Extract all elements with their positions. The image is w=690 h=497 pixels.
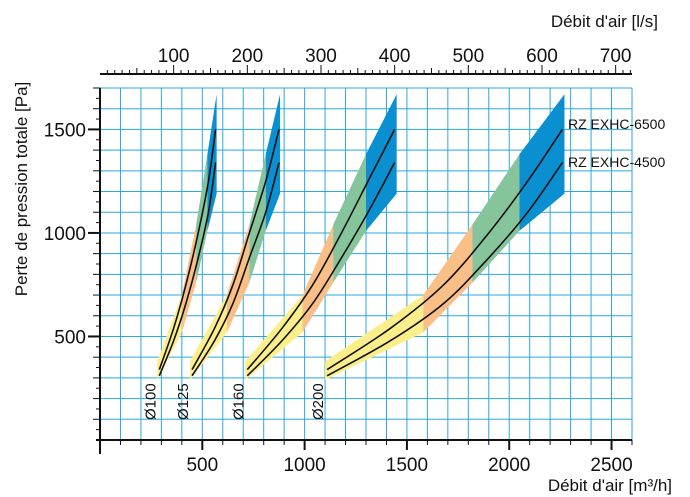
- velocity-bands: [157, 94, 565, 380]
- band-segment: [325, 295, 424, 380]
- curve-rz-exhc-6500: [191, 129, 280, 370]
- band-segment: [519, 94, 565, 231]
- x-top-tick-label: 100: [158, 46, 190, 67]
- diameter-label: Ø200: [310, 383, 327, 420]
- x-top-tick-label: 200: [231, 46, 263, 67]
- x-top-tick-label: 700: [600, 46, 632, 67]
- series-label-rz-exhc-4500: RZ EXHC-4500: [568, 154, 665, 170]
- diameter-label: Ø160: [230, 383, 247, 420]
- curve-rz-exhc-4500: [246, 162, 396, 377]
- curve-rz-exhc-4500: [158, 162, 217, 377]
- series-label-rz-exhc-6500: RZ EXHC-6500: [568, 116, 665, 132]
- x-top-tick-label: 400: [379, 46, 411, 67]
- x-bottom-tick-label: 1500: [386, 455, 428, 476]
- y-tick-label: 1000: [44, 224, 86, 245]
- x-axis-bottom-title: Débit d'air [m³/h]: [548, 476, 672, 495]
- x-top-tick-label: 300: [305, 46, 337, 67]
- curve-rz-exhc-6500: [158, 129, 217, 370]
- band-segment: [366, 94, 397, 231]
- band-segment: [249, 154, 266, 283]
- x-bottom-tick-label: 2500: [590, 455, 632, 476]
- pressure-curves: [158, 128, 564, 377]
- curve-rz-exhc-6500: [326, 128, 564, 371]
- curve-rz-exhc-4500: [191, 162, 280, 377]
- band-segment: [302, 224, 334, 333]
- diameter-label: Ø100: [142, 383, 159, 420]
- x-bottom-tick-label: 1000: [283, 455, 325, 476]
- curve-rz-exhc-6500: [246, 129, 396, 371]
- y-tick-label: 500: [54, 327, 86, 348]
- curve-rz-exhc-4500: [326, 162, 564, 377]
- x-bottom-tick-label: 2000: [488, 455, 530, 476]
- y-tick-label: 1500: [44, 120, 86, 141]
- chart-labels: Perte de pression totale [Pa] Débit d'ai…: [12, 12, 672, 495]
- diameter-label: Ø125: [175, 383, 192, 420]
- band-segment: [423, 224, 473, 333]
- band-segment: [265, 94, 281, 231]
- y-axis-title: Perte de pression totale [Pa]: [12, 82, 31, 297]
- band-segment: [190, 295, 227, 380]
- x-top-tick-label: 600: [526, 46, 558, 67]
- x-axis-top-title: Débit d'air [l/s]: [551, 12, 658, 31]
- x-bottom-tick-label: 500: [186, 455, 218, 476]
- axes: 500 1000 1500 500 1000 1500 2000 2500 100 200 300 4…: [44, 46, 633, 476]
- band-segment: [472, 154, 520, 283]
- x-top-tick-label: 500: [452, 46, 484, 67]
